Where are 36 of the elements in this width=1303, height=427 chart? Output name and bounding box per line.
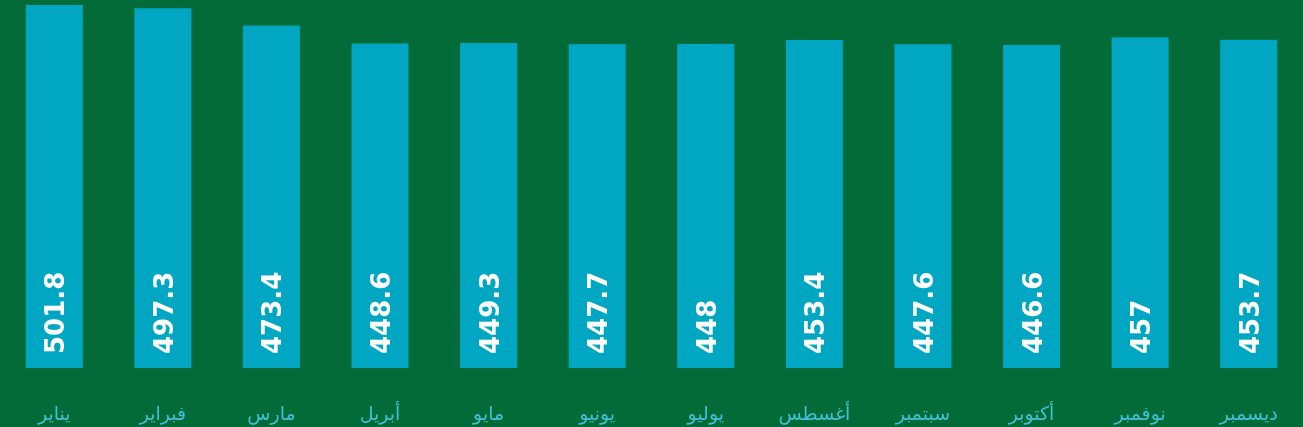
data-label: 447.6 — [908, 271, 939, 354]
bar: 453.7 — [1220, 39, 1278, 368]
data-label: 453.4 — [800, 271, 831, 354]
x-tick-label: فبراير — [138, 402, 187, 425]
x-tick-label: مارس — [247, 402, 296, 425]
bar: 473.4 — [242, 25, 300, 368]
x-tick-label: مايو — [472, 402, 505, 425]
x-tick-label: يوليو — [686, 402, 725, 425]
data-label: 448 — [691, 299, 722, 354]
data-label: 447.7 — [583, 271, 614, 354]
x-tick-label: يونيو — [578, 402, 616, 425]
bar: 457 — [1111, 37, 1169, 368]
data-label: 446.6 — [1017, 271, 1048, 354]
bar: 497.3 — [134, 8, 192, 368]
bar: 448 — [677, 43, 735, 368]
data-label: 473.4 — [257, 271, 288, 354]
bar: 447.6 — [894, 44, 952, 368]
bar: 449.3 — [460, 43, 518, 368]
x-tick-label: أكتوبر — [1007, 401, 1055, 425]
bar: 447.7 — [568, 44, 626, 368]
data-label: 501.8 — [40, 271, 71, 354]
data-label: 453.7 — [1234, 271, 1265, 354]
bar: 446.6 — [1003, 44, 1061, 368]
bar: 448.6 — [351, 43, 409, 368]
data-label: 457 — [1126, 299, 1157, 354]
data-label: 497.3 — [148, 271, 179, 354]
x-tick-label: سبتمبر — [894, 402, 951, 425]
x-tick-label: أغسطس — [778, 401, 851, 425]
bar: 453.4 — [785, 40, 843, 368]
x-tick-label: ديسمبر — [1218, 402, 1278, 425]
x-tick-label: نوفمبر — [1113, 402, 1166, 425]
x-tick-label: يناير — [36, 402, 71, 425]
data-label: 448.6 — [366, 271, 397, 354]
bar: 501.8 — [25, 5, 83, 368]
x-tick-label: أبريل — [359, 401, 401, 425]
data-label: 449.3 — [474, 271, 505, 354]
